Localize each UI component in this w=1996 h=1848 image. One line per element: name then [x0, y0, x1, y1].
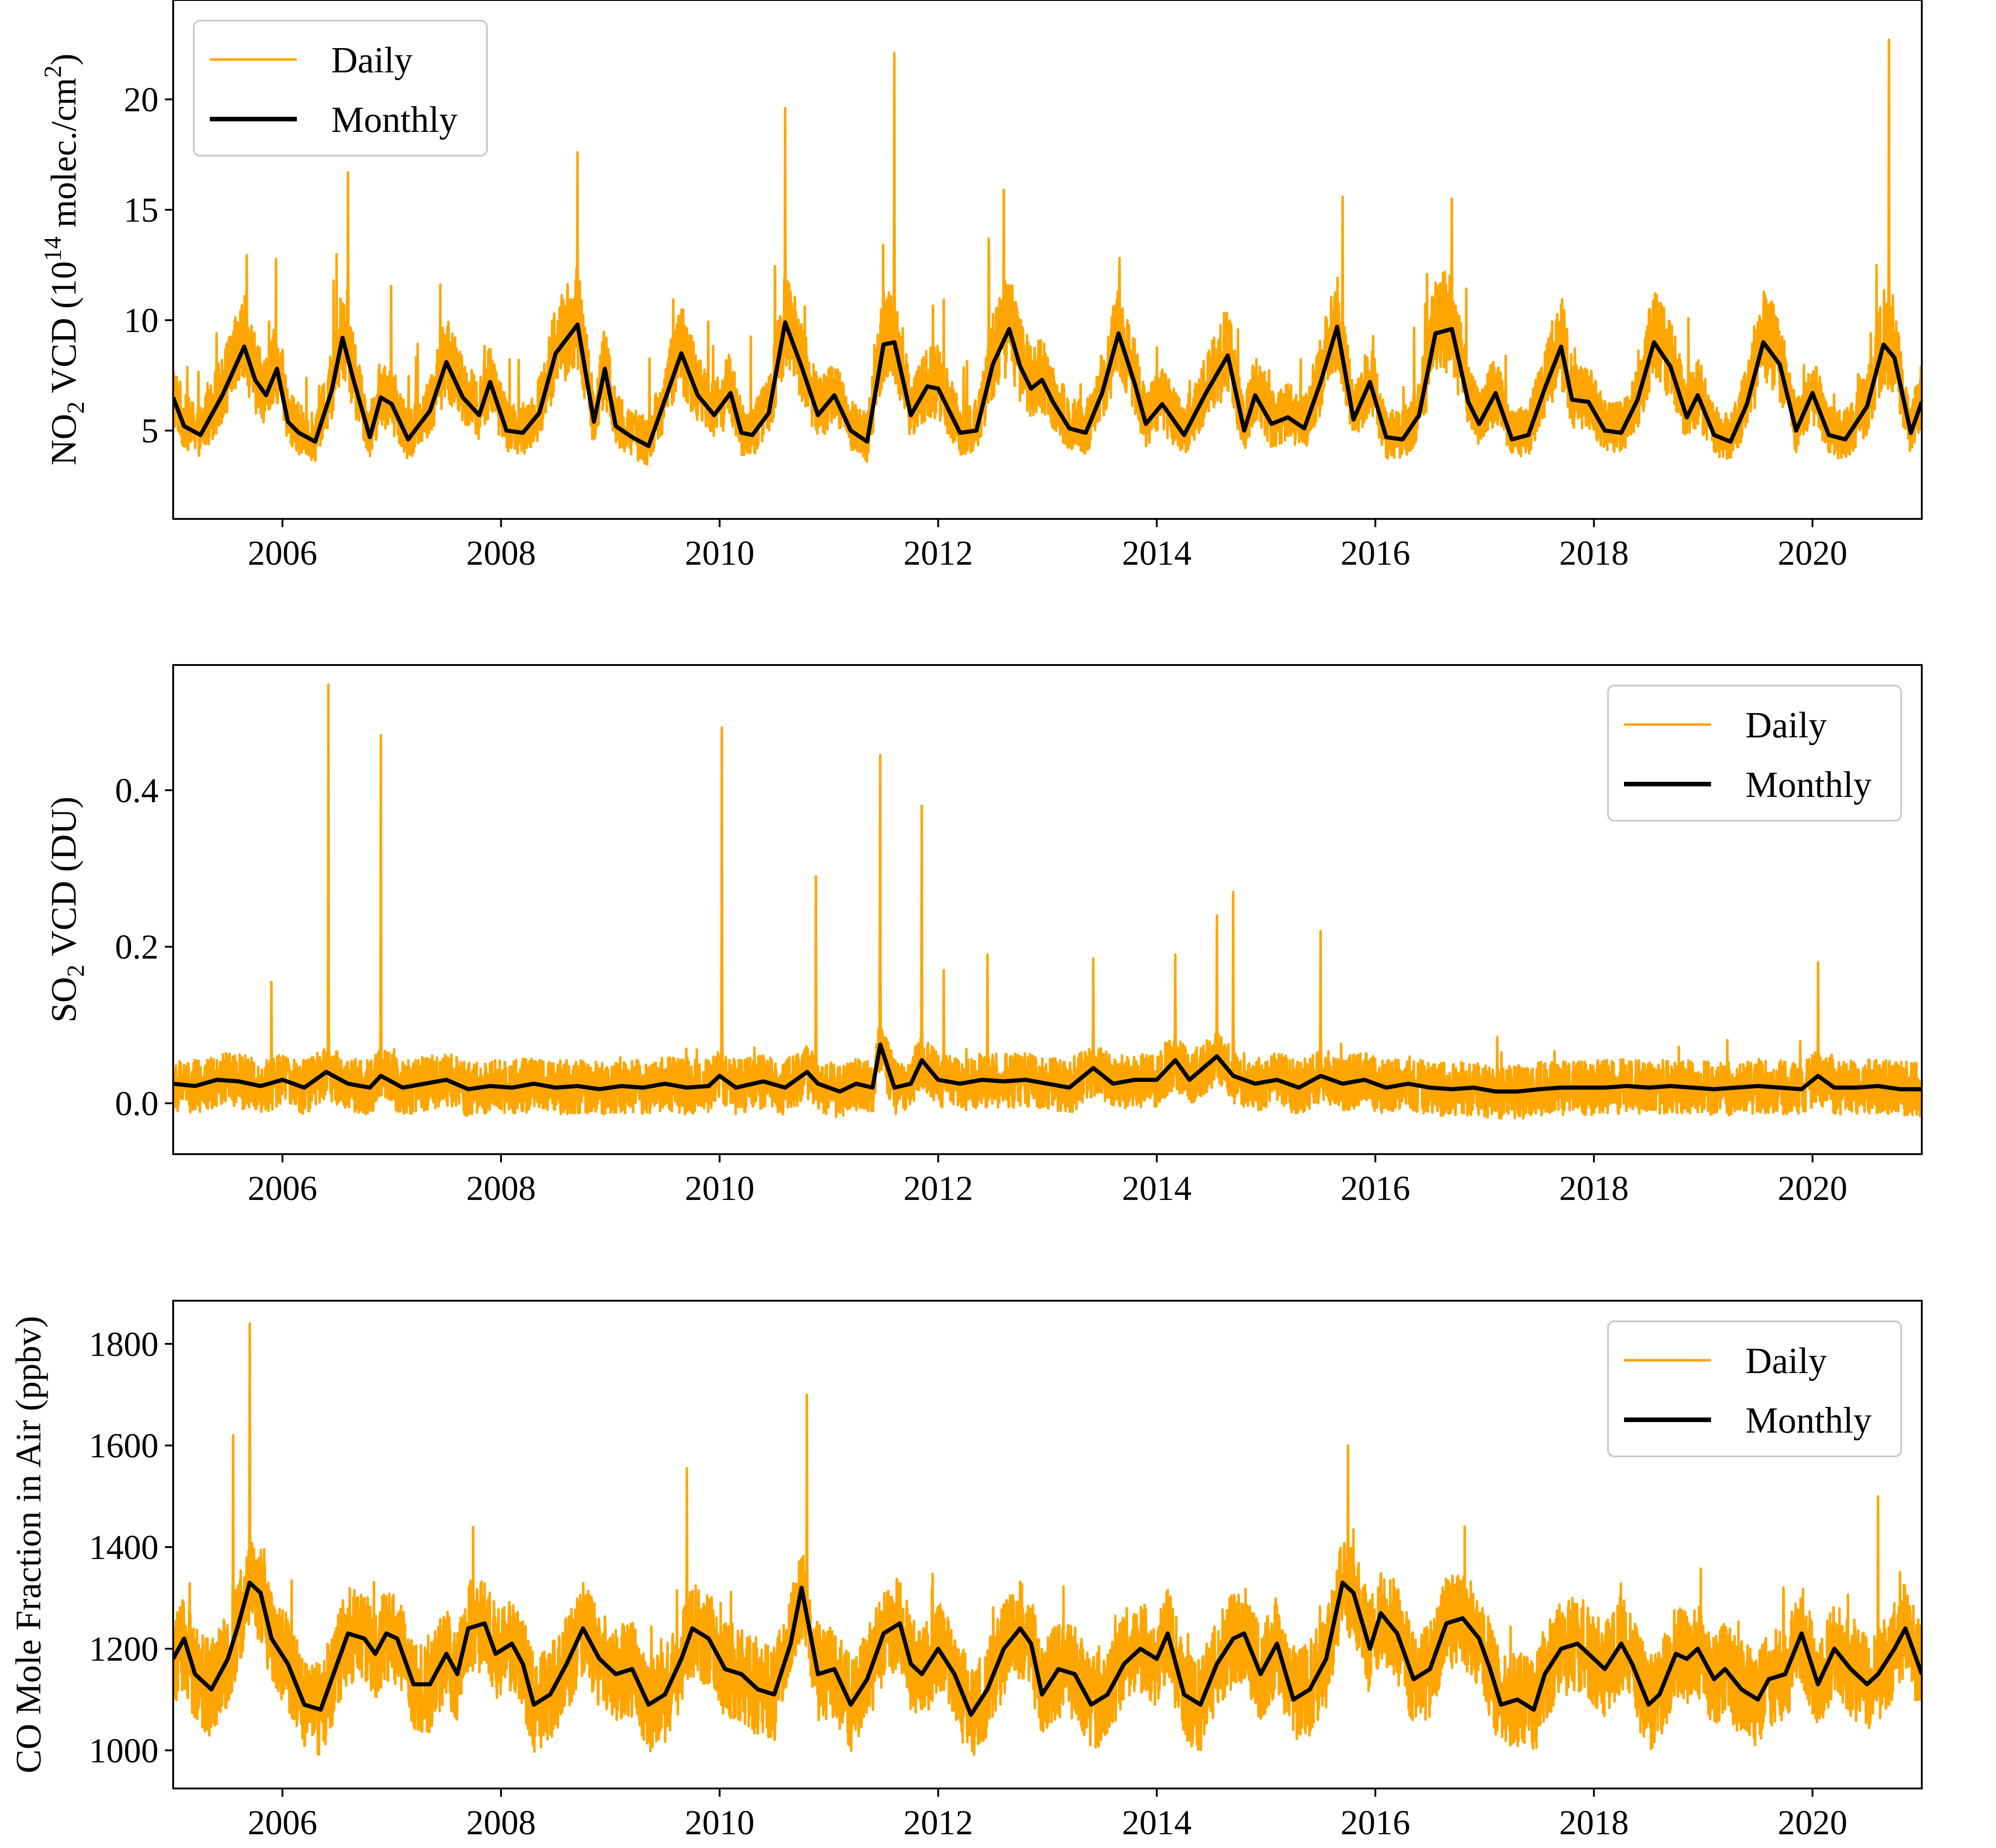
x-tick-label: 2012 [903, 534, 973, 572]
x-tick-label: 2018 [1559, 534, 1629, 572]
monthly-series-line [173, 320, 1922, 448]
y-axis-label: NO2 VCD (1014 molec./cm2) [39, 54, 89, 465]
legend: Daily Monthly [1607, 1320, 1902, 1457]
y-tick-label: 10 [124, 301, 159, 340]
x-tick-label: 2006 [248, 1169, 317, 1208]
x-tick-label: 2008 [466, 534, 536, 572]
legend: Daily Monthly [193, 20, 488, 157]
y-tick-label: 20 [124, 81, 159, 119]
legend-label-monthly: Monthly [331, 100, 458, 140]
y-axis-label-part: SO [44, 977, 83, 1023]
legend-label-daily: Daily [331, 40, 413, 81]
chart-so2: 2006 2008 2010 2012 2014 2016 2018 2020 0.0 0.2 0.… [44, 664, 1923, 1208]
x-tick-label: 2010 [685, 1169, 755, 1208]
y-tick-label: 0.4 [115, 771, 159, 810]
legend-label-monthly: Monthly [1745, 1401, 1872, 1441]
x-tick-label: 2018 [1559, 1169, 1629, 1208]
x-tick-label: 2020 [1777, 534, 1847, 572]
y-tick-label: 1000 [89, 1732, 159, 1770]
y-tick-label: 5 [141, 412, 159, 450]
x-tick-label: 2014 [1122, 1169, 1192, 1208]
chart-co: 2006 2008 2010 2012 2014 2016 2018 2020 1000 1200… [8, 1300, 1923, 1842]
axes-frame [172, 0, 1923, 520]
y-axis-label: SO2 VCD (DU) [44, 796, 89, 1023]
legend-box [1607, 1320, 1902, 1457]
x-tick-label: 2012 [903, 1169, 973, 1208]
y-axis-label-part: 2 [62, 965, 89, 977]
axes-frame [172, 1300, 1923, 1789]
y-axis-label-part: molec./cm [44, 78, 83, 237]
x-tick-label: 2014 [1122, 1804, 1192, 1842]
y-tick-label: 1800 [89, 1325, 159, 1363]
y-tick-label: 0.2 [115, 928, 159, 966]
monthly-series-line [173, 1042, 1922, 1094]
x-tick-label: 2006 [248, 534, 317, 572]
daily-series-line [173, 1322, 1922, 1756]
legend-label-monthly: Monthly [1745, 765, 1872, 805]
x-tick-label: 2010 [685, 1804, 755, 1842]
x-tick-label: 2016 [1340, 1169, 1410, 1208]
y-tick-label: 0.0 [115, 1085, 159, 1123]
y-axis-label-part: NO [44, 414, 83, 466]
x-tick-label: 2016 [1340, 1804, 1410, 1842]
legend-label-daily: Daily [1745, 705, 1827, 746]
y-axis-label-part: 2 [62, 402, 89, 414]
x-tick-label: 2018 [1559, 1804, 1629, 1842]
x-tick-label: 2008 [466, 1169, 536, 1208]
y-axis-label-part: ) [44, 54, 83, 65]
x-tick-label: 2012 [903, 1804, 973, 1842]
y-axis-label: CO Mole Fraction in Air (ppbv) [8, 1316, 48, 1773]
y-axis-label-part: VCD (10 [44, 261, 83, 401]
x-tick-label: 2020 [1777, 1804, 1847, 1842]
legend: Daily Monthly [1607, 685, 1902, 822]
y-axis-label-part: 2 [39, 65, 66, 78]
x-tick-label: 2008 [466, 1804, 536, 1842]
x-tick-label: 2014 [1122, 534, 1192, 572]
y-axis-label-part: CO Mole Fraction in Air (ppbv) [8, 1316, 48, 1773]
daily-series-line [173, 683, 1922, 1120]
x-tick-label: 2016 [1340, 534, 1410, 572]
y-tick-label: 1400 [89, 1528, 159, 1567]
chart-no2: 2006 2008 2010 2012 2014 2016 2018 2020 5 10 15 20 N… [39, 0, 1923, 572]
legend-label-daily: Daily [1745, 1341, 1827, 1381]
y-axis-label-part: 14 [39, 236, 66, 261]
legend-box [1607, 685, 1902, 822]
y-tick-label: 15 [124, 191, 159, 229]
y-tick-label: 1600 [89, 1427, 159, 1465]
x-tick-label: 2006 [248, 1804, 317, 1842]
x-tick-label: 2010 [685, 534, 755, 572]
y-tick-label: 1200 [89, 1630, 159, 1668]
legend-box [193, 20, 488, 157]
x-tick-label: 2020 [1777, 1169, 1847, 1208]
monthly-series-line [173, 1581, 1922, 1717]
y-axis-label-part: VCD (DU) [44, 796, 83, 965]
axes-frame [172, 664, 1923, 1155]
